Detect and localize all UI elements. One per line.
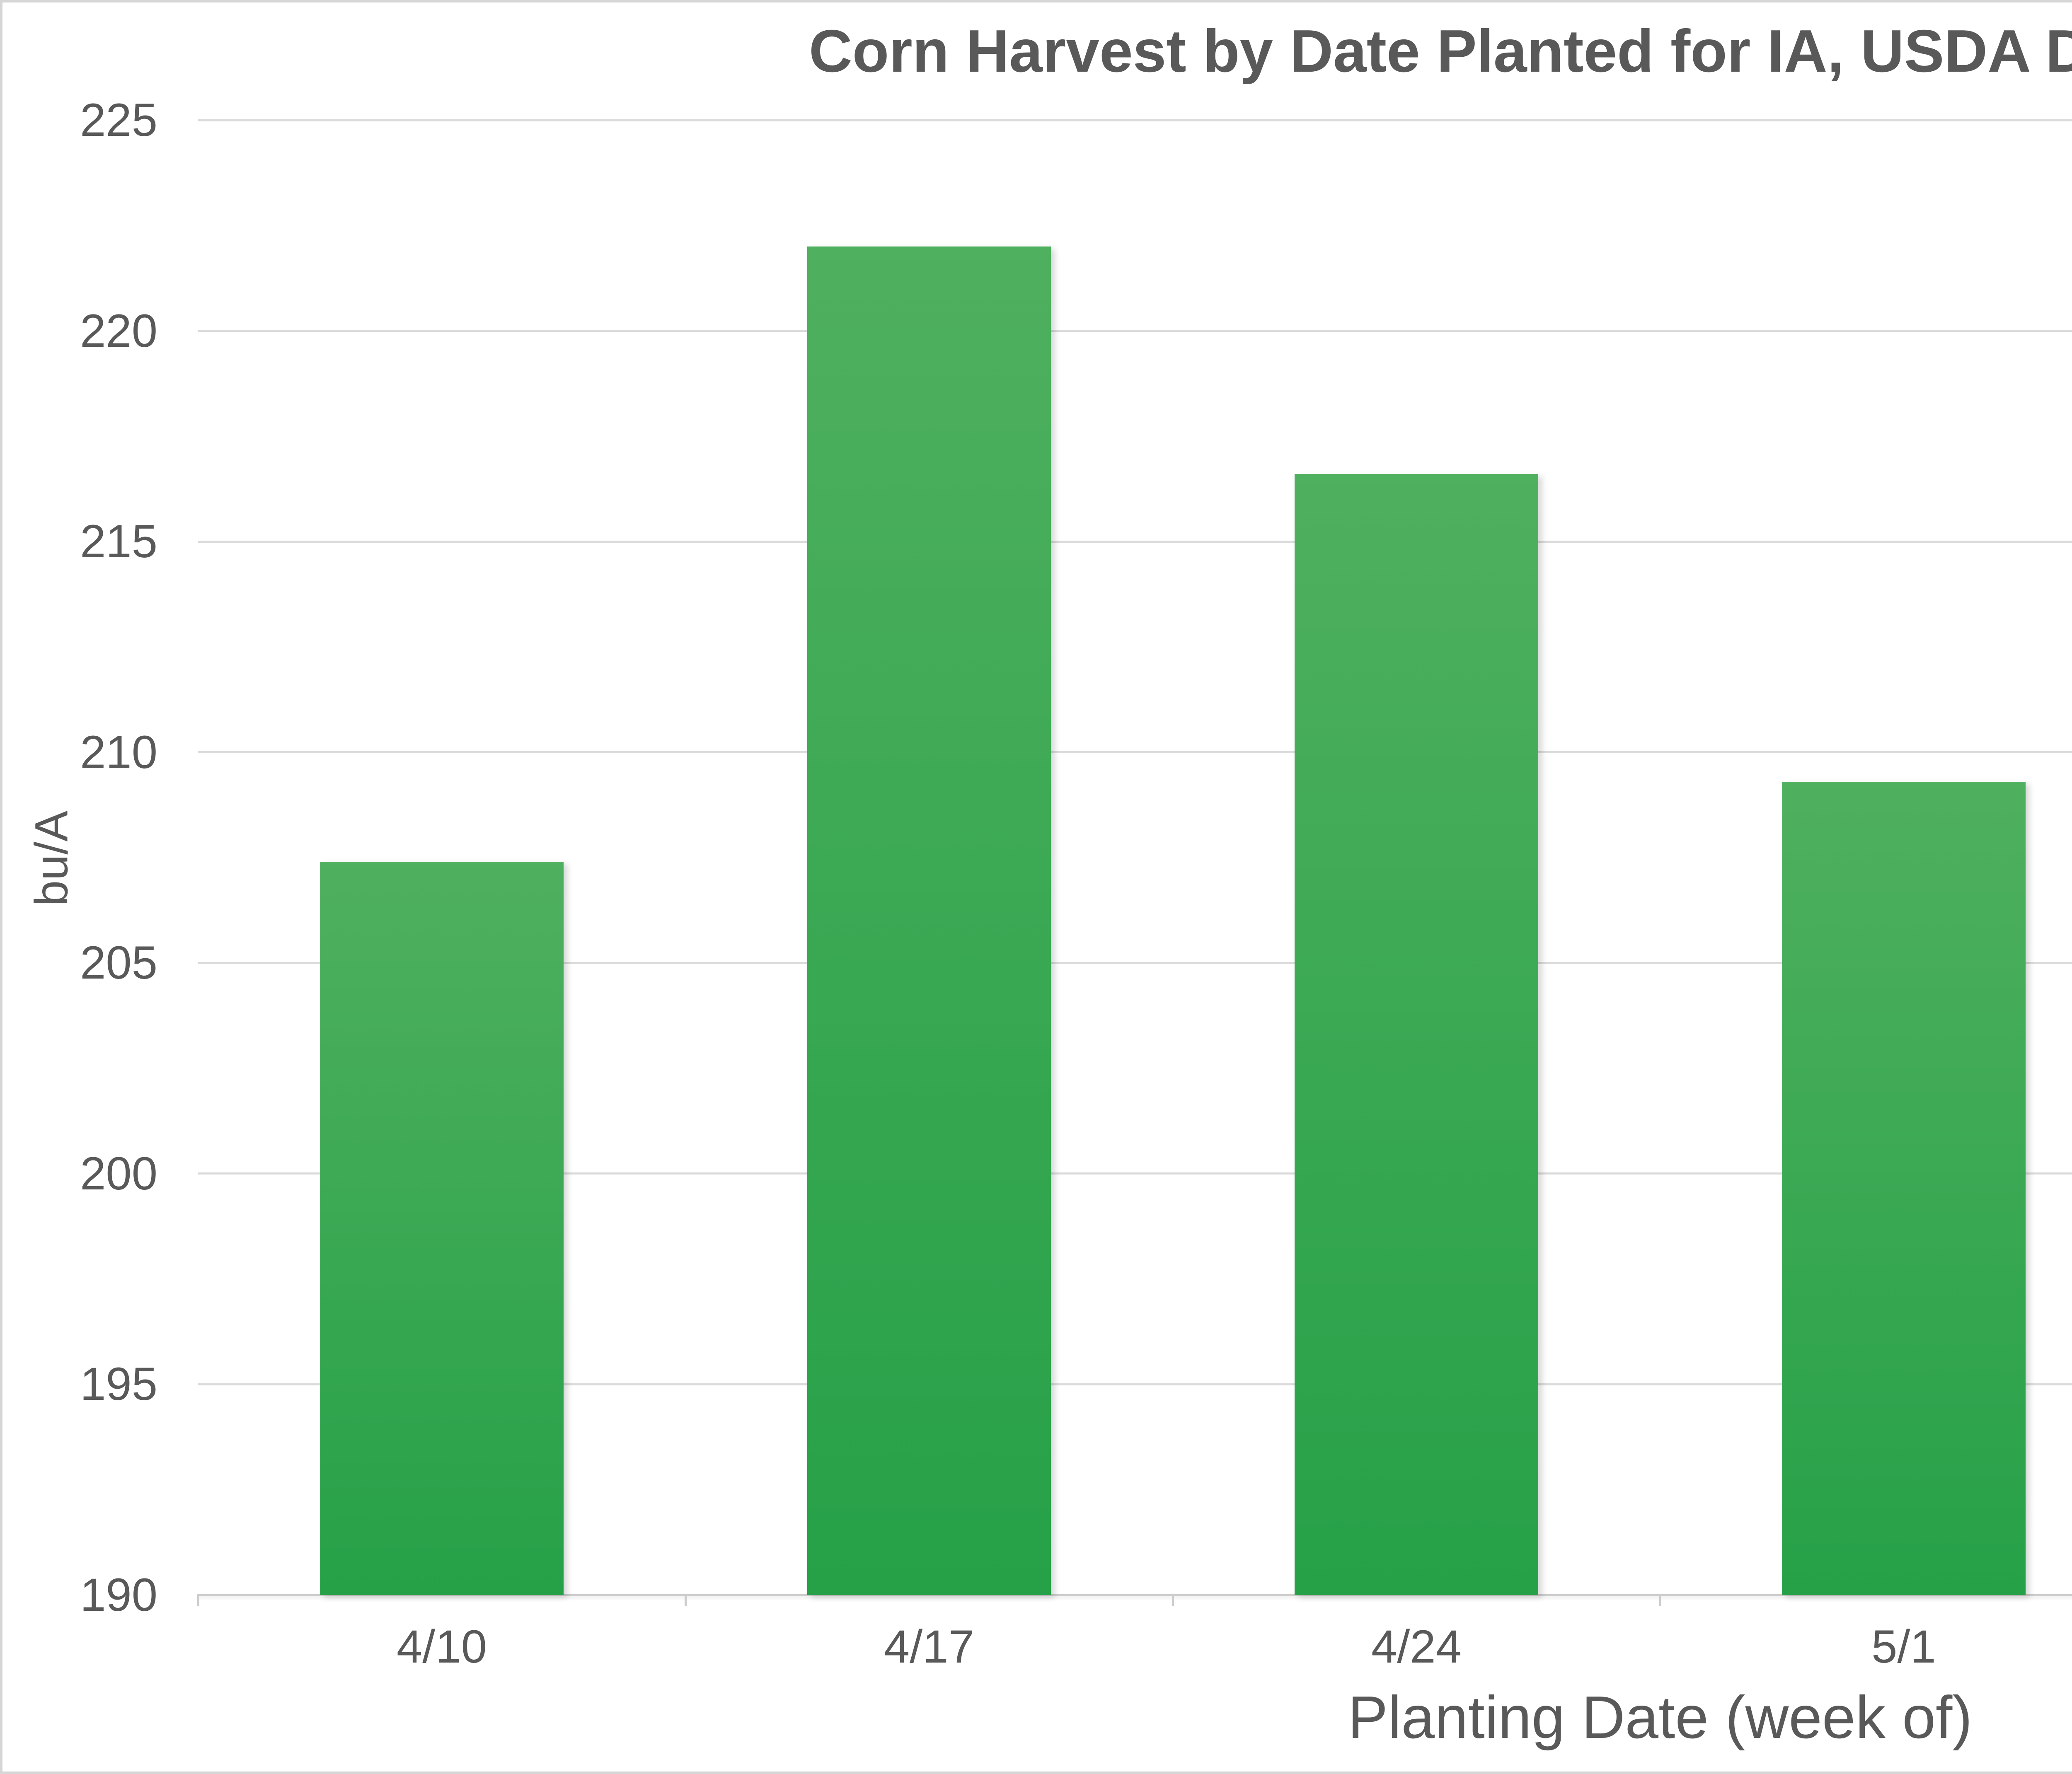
y-tick-label-220: 220 (80, 305, 157, 357)
axis-tick (197, 1594, 199, 1606)
x-axis-title: Planting Date (week of) (1348, 1684, 1973, 1751)
plot-area (197, 119, 2072, 1606)
bar-4-10 (320, 862, 564, 1595)
axis-tick (1659, 1594, 1661, 1606)
gridline-215 (198, 540, 2072, 543)
gridline-205 (198, 962, 2072, 964)
y-tick-label-205: 205 (80, 937, 157, 989)
gridline-195 (198, 1383, 2072, 1385)
bar-5-1 (1782, 781, 2026, 1595)
chart-title: Corn Harvest by Date Planted for IA, USD… (809, 17, 2072, 85)
x-tick-label-4-24: 4/24 (1371, 1621, 1462, 1672)
y-tick-label-195: 195 (80, 1358, 157, 1410)
bar-4-24 (1295, 474, 1538, 1595)
y-tick-label-210: 210 (80, 726, 157, 778)
gridline-225 (198, 119, 2072, 121)
x-tick-label-4-17: 4/17 (884, 1621, 974, 1672)
y-axis-title: bu/A (25, 810, 77, 906)
y-tick-label-190: 190 (80, 1569, 157, 1621)
x-axis-labels: 4/104/174/245/15/85/15 (198, 1624, 2072, 1677)
y-tick-label-215: 215 (80, 515, 157, 568)
axis-tick (1172, 1594, 1174, 1606)
x-axis-line (198, 1594, 2072, 1596)
y-tick-label-200: 200 (80, 1147, 157, 1199)
x-tick-label-4-10: 4/10 (397, 1621, 487, 1672)
x-tick-label-5-1: 5/1 (1871, 1621, 1936, 1672)
gridline-200 (198, 1172, 2072, 1175)
gridline-210 (198, 751, 2072, 754)
y-tick-label-225: 225 (80, 94, 157, 146)
gridline-220 (198, 330, 2072, 332)
axis-tick (684, 1594, 687, 1606)
bar-4-17 (807, 247, 1051, 1595)
